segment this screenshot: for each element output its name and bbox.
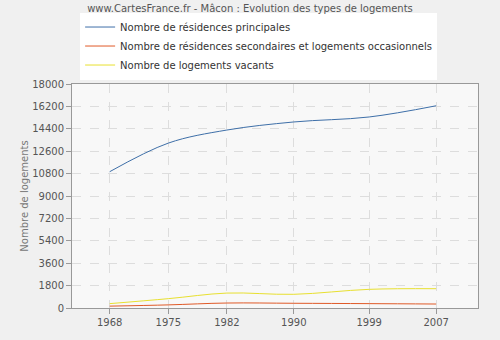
svg-text:Nombre de résidences secondair: Nombre de résidences secondaires et loge… [120,41,432,52]
svg-text:1999: 1999 [356,317,381,328]
svg-text:0: 0 [58,303,64,314]
svg-text:Nombre de logements: Nombre de logements [19,140,30,251]
svg-text:2007: 2007 [423,317,448,328]
svg-text:14400: 14400 [32,123,64,134]
svg-text:1982: 1982 [214,317,239,328]
svg-text:18000: 18000 [32,79,64,90]
svg-text:16200: 16200 [32,101,64,112]
svg-text:1800: 1800 [39,280,64,291]
svg-text:12600: 12600 [32,146,64,157]
svg-text:10800: 10800 [32,168,64,179]
svg-text:5400: 5400 [39,235,64,246]
svg-text:9000: 9000 [39,191,64,202]
svg-text:1990: 1990 [281,317,306,328]
svg-text:Nombre de logements vacants: Nombre de logements vacants [120,60,274,71]
svg-text:1968: 1968 [97,317,122,328]
svg-text:1975: 1975 [156,317,181,328]
svg-text:www.CartesFrance.fr - Mâcon :: www.CartesFrance.fr - Mâcon : Evolution … [87,3,413,14]
svg-text:Nombre de résidences principal: Nombre de résidences principales [120,22,290,33]
svg-text:7200: 7200 [39,213,64,224]
svg-text:3600: 3600 [39,258,64,269]
